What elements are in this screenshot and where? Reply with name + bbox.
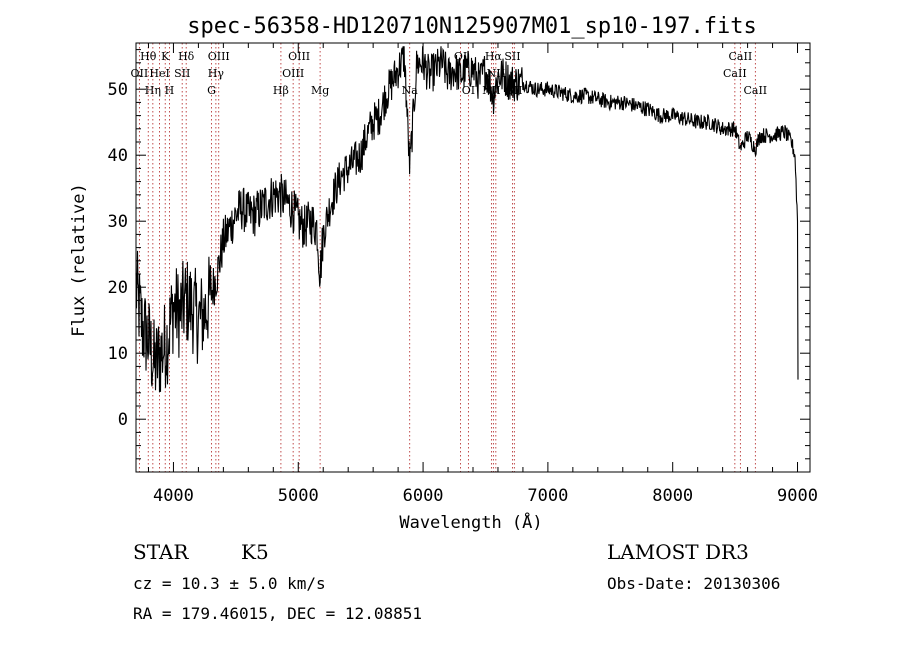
spectral-subclass: K5 — [241, 540, 269, 564]
object-type: STAR — [133, 540, 189, 564]
redshift-readout: cz = 10.3 ± 5.0 km/s — [133, 574, 326, 593]
line-label-hα: Hα — [485, 50, 503, 63]
line-label-oi: OI — [462, 84, 475, 97]
line-label-caii: CaII — [743, 84, 767, 97]
y-axis-ticks: 0 10 20 30 40 50 — [108, 49, 810, 460]
line-label-hδ: Hδ — [178, 50, 195, 63]
x-tick-label: 6000 — [403, 486, 444, 506]
line-label-hγ: Hγ — [208, 67, 225, 80]
line-label-caii: CaII — [723, 67, 747, 80]
line-label-h: H — [165, 84, 175, 97]
survey-name: LAMOST DR3 — [607, 540, 749, 564]
y-tick-label: 10 — [108, 344, 128, 364]
y-tick-label: 50 — [108, 80, 128, 100]
x-axis-label: Wavelength (Å) — [399, 511, 542, 533]
line-label-caii: CaII — [729, 50, 753, 63]
y-tick-label: 30 — [108, 212, 128, 232]
y-axis-label: Flux (relative) — [69, 183, 89, 337]
x-tick-label: 9000 — [777, 486, 818, 506]
observation-date: Obs-Date: 20130306 — [607, 574, 781, 593]
spectral-line-markers — [138, 43, 756, 472]
y-tick-label: 20 — [108, 278, 128, 298]
x-axis-ticks: 4000 5000 6000 7000 8000 9000 — [147, 43, 818, 506]
spectrum-series-line — [135, 46, 799, 393]
line-label-k: K — [161, 50, 170, 63]
line-label-oiii: OIII — [208, 50, 230, 63]
chart-title: spec-56358-HD120710N125907M01_sp10-197.f… — [187, 14, 757, 39]
line-label-mg: Mg — [311, 84, 329, 97]
x-tick-label: 5000 — [278, 486, 319, 506]
line-label-hθ: Hθ — [140, 50, 157, 63]
line-label-oiii: OIII — [288, 50, 310, 63]
line-label-hβ: Hβ — [273, 84, 289, 97]
coordinates-readout: RA = 179.46015, DEC = 12.08851 — [133, 604, 422, 623]
plot-frame — [135, 42, 811, 473]
x-tick-label: 8000 — [652, 486, 693, 506]
y-tick-label: 0 — [118, 410, 128, 430]
y-tick-label: 40 — [108, 146, 128, 166]
line-label-hei: HeI — [149, 67, 169, 80]
line-label-sii: SII — [504, 50, 520, 63]
line-label-oii: OII — [131, 67, 149, 80]
x-tick-label: 7000 — [527, 486, 568, 506]
line-label-hη: Hη — [145, 84, 161, 97]
line-label-g: G — [207, 84, 216, 97]
line-label-sii: SII — [174, 67, 190, 80]
line-label-oiii: OIII — [282, 67, 304, 80]
x-tick-label: 4000 — [153, 486, 194, 506]
